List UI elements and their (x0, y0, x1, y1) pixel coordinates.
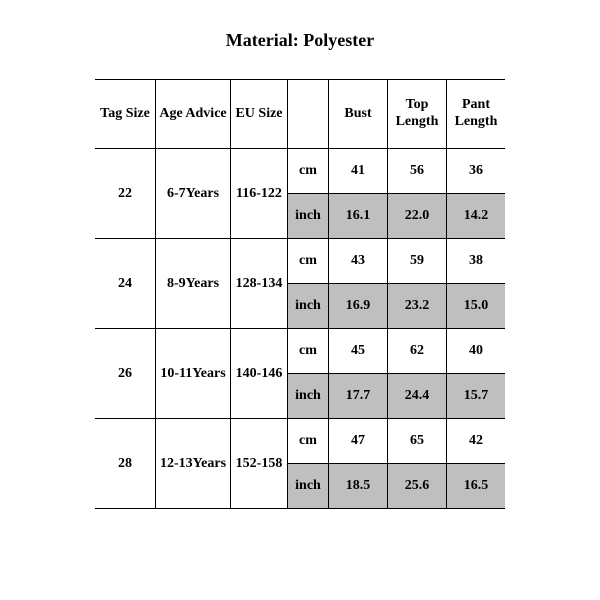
cell-age: 6-7Years (156, 149, 231, 239)
cell-age: 10-11Years (156, 329, 231, 419)
cell-top: 24.4 (388, 374, 447, 419)
cell-bust: 16.9 (329, 284, 388, 329)
cell-top: 62 (388, 329, 447, 374)
col-top-length: Top Length (388, 80, 447, 149)
cell-top: 56 (388, 149, 447, 194)
table-head: Tag Size Age Advice EU Size Bust Top Len… (95, 80, 505, 149)
cell-bust: 47 (329, 419, 388, 464)
cell-unit-inch: inch (288, 464, 329, 509)
cell-top: 59 (388, 239, 447, 284)
cell-top: 65 (388, 419, 447, 464)
col-bust: Bust (329, 80, 388, 149)
cell-pant: 14.2 (447, 194, 506, 239)
cell-bust: 43 (329, 239, 388, 284)
cell-pant: 36 (447, 149, 506, 194)
cell-eu: 140-146 (231, 329, 288, 419)
table-row: 26 10-11Years 140-146 cm 45 62 40 (95, 329, 505, 374)
cell-unit-cm: cm (288, 419, 329, 464)
cell-bust: 18.5 (329, 464, 388, 509)
cell-unit-cm: cm (288, 329, 329, 374)
table-row: 24 8-9Years 128-134 cm 43 59 38 (95, 239, 505, 284)
cell-bust: 16.1 (329, 194, 388, 239)
cell-unit-cm: cm (288, 239, 329, 284)
col-eu-size: EU Size (231, 80, 288, 149)
cell-pant: 42 (447, 419, 506, 464)
cell-top: 23.2 (388, 284, 447, 329)
cell-age: 8-9Years (156, 239, 231, 329)
col-unit (288, 80, 329, 149)
cell-unit-inch: inch (288, 194, 329, 239)
cell-pant: 40 (447, 329, 506, 374)
cell-pant: 38 (447, 239, 506, 284)
table-body: 22 6-7Years 116-122 cm 41 56 36 inch 16.… (95, 149, 505, 509)
cell-tag: 24 (95, 239, 156, 329)
col-pant-length: Pant Length (447, 80, 506, 149)
cell-unit-cm: cm (288, 149, 329, 194)
col-tag-size: Tag Size (95, 80, 156, 149)
cell-pant: 15.7 (447, 374, 506, 419)
cell-eu: 116-122 (231, 149, 288, 239)
cell-bust: 17.7 (329, 374, 388, 419)
size-table: Tag Size Age Advice EU Size Bust Top Len… (95, 79, 505, 509)
table-row: 22 6-7Years 116-122 cm 41 56 36 (95, 149, 505, 194)
cell-tag: 26 (95, 329, 156, 419)
cell-eu: 128-134 (231, 239, 288, 329)
page: Material: Polyester Tag Size Age Advice … (0, 0, 600, 600)
cell-unit-inch: inch (288, 284, 329, 329)
cell-age: 12-13Years (156, 419, 231, 509)
cell-tag: 22 (95, 149, 156, 239)
cell-top: 25.6 (388, 464, 447, 509)
cell-unit-inch: inch (288, 374, 329, 419)
col-age-advice: Age Advice (156, 80, 231, 149)
table-row: 28 12-13Years 152-158 cm 47 65 42 (95, 419, 505, 464)
cell-top: 22.0 (388, 194, 447, 239)
cell-bust: 45 (329, 329, 388, 374)
cell-tag: 28 (95, 419, 156, 509)
page-title: Material: Polyester (0, 30, 600, 51)
header-row: Tag Size Age Advice EU Size Bust Top Len… (95, 80, 505, 149)
cell-bust: 41 (329, 149, 388, 194)
cell-eu: 152-158 (231, 419, 288, 509)
cell-pant: 16.5 (447, 464, 506, 509)
cell-pant: 15.0 (447, 284, 506, 329)
